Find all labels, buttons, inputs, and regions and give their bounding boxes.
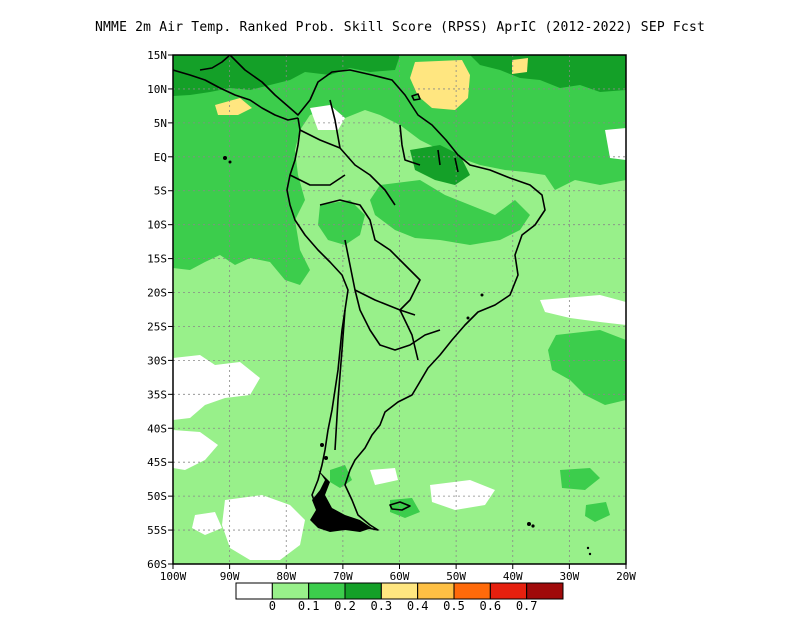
skill-region-yellow [215,98,252,115]
latitude-label: 10S [147,219,167,232]
latitude-label: 30S [147,354,167,367]
skill-region-medium [173,55,626,285]
country-border [334,309,346,451]
skill-region-white [173,430,218,470]
skill-region-yellow [512,58,528,74]
colorbar-swatch [235,582,273,600]
latitude-label: 25S [147,320,167,333]
skill-region-white [173,355,260,420]
colorbar-swatch [344,582,382,600]
longitude-label: 60W [390,570,410,583]
longitude-label: 80W [276,570,296,583]
latitude-label: 35S [147,388,167,401]
latitude-label: 55S [147,524,167,537]
country-border [354,289,416,316]
colorbar-swatch [308,582,346,600]
skill-region-white [605,128,626,160]
colorbar-swatch [417,582,455,600]
latitude-label: 5N [154,117,167,130]
longitude-label: 100W [160,570,187,583]
colorbar-label: 0 [269,599,276,613]
island-falklands [389,501,411,511]
latitude-label: 20S [147,287,167,300]
colorbar-label: 0.2 [334,599,356,613]
map-title: NMME 2m Air Temp. Ranked Prob. Skill Sco… [94,20,706,35]
longitude-label: 70W [333,570,353,583]
latitude-label: 45S [147,456,167,469]
island-trinidad [411,93,421,101]
colorbar-swatch [526,582,564,600]
skill-region-dark [470,55,626,92]
central-america-coastline [199,55,231,71]
colorbar-label: 0.1 [298,599,320,613]
latitude-label: 15S [147,253,167,266]
country-border [454,157,459,173]
longitude-labels: 100W 90W 80W 70W 60W 50W 40W 30W 20W [160,564,636,583]
skill-region-medium [548,330,626,405]
skill-region-white [540,295,626,325]
colorbar [235,582,564,600]
longitude-label: 20W [616,570,636,583]
skill-region-white [222,495,305,560]
latitude-labels: 15N 10N 5N EQ 5S 10S 15S 20S 25S 30S 35S 40S 45S 50S 5… [147,49,173,571]
country-border [329,99,341,149]
colorbar-label: 0.5 [443,599,465,613]
skill-region-yellow [410,60,470,110]
country-border [289,174,346,186]
colorbar-labels: 0 0.1 0.2 0.3 0.4 0.5 0.6 0.7 [269,599,538,613]
longitude-label: 30W [559,570,579,583]
country-border [299,129,396,206]
skill-region-medium [585,502,610,522]
coastlines [173,55,546,531]
colorbar-label: 0.7 [516,599,538,613]
latitude-label: EQ [154,151,167,164]
colorbar-swatch [271,582,310,600]
colorbar-label: 0.3 [370,599,392,613]
latitude-label: 10N [147,83,167,96]
colorbar-swatch [380,582,419,600]
skill-region-medium [318,200,365,245]
skill-region-white [430,480,495,510]
country-border [319,199,421,311]
colorbar-swatch [453,582,491,600]
country-border [399,124,421,166]
longitude-label: 50W [446,570,466,583]
latitude-label: 5S [154,185,167,198]
longitude-label: 90W [220,570,240,583]
skill-region-white [370,468,398,485]
latitude-label: 40S [147,422,167,435]
skill-region-medium [560,468,600,490]
fjord-coast [223,156,592,556]
skill-region-medium [370,180,530,245]
latitude-label: 15N [147,49,167,62]
colorbar-swatch [489,582,528,600]
grid-lines [173,55,626,564]
south-america-coastline [229,55,546,531]
longitude-label: 40W [503,570,523,583]
country-border [437,149,441,166]
country-border [399,309,419,361]
central-america-coastline [173,69,299,121]
latitude-label: 60S [147,558,167,571]
country-border [344,239,441,351]
latitude-label: 50S [147,490,167,503]
colorbar-label: 0.6 [479,599,501,613]
skill-region-white [192,512,222,535]
colorbar-label: 0.4 [407,599,429,613]
